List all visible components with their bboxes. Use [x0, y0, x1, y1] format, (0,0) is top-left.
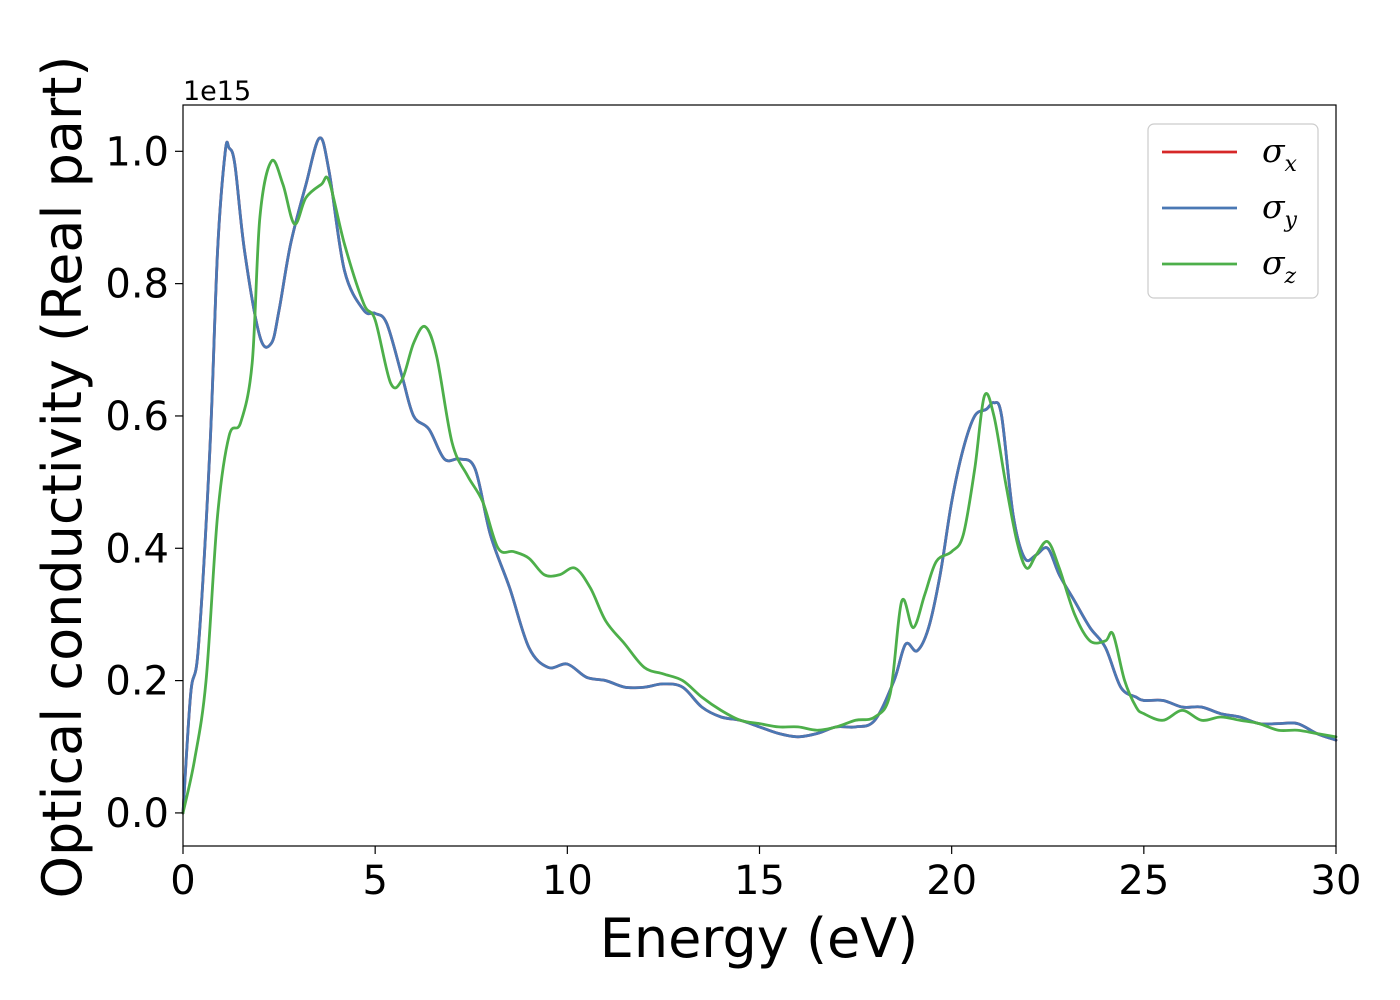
y-tick-label: 0.8	[105, 262, 169, 308]
y-tick-label: 0.0	[105, 791, 169, 837]
y-offset-label: 1e15	[183, 76, 251, 107]
x-axis-label: Energy (eV)	[600, 907, 919, 970]
series-layer	[181, 136, 1338, 815]
y-axis: 0.0 0.2 0.4 0.6 0.8 1.0	[105, 129, 183, 837]
x-tick-label: 30	[1311, 858, 1362, 904]
x-tick-label: 5	[362, 858, 387, 904]
y-tick-label: 0.6	[105, 394, 169, 440]
series-line-y	[181, 136, 1338, 815]
y-tick-label: 0.4	[105, 526, 169, 572]
y-tick-label: 0.2	[105, 659, 169, 705]
series-line-z	[181, 158, 1338, 815]
y-axis-label: Optical conductivity (Real part)	[31, 56, 94, 899]
y-tick-label: 1.0	[105, 129, 169, 175]
x-tick-label: 25	[1118, 858, 1169, 904]
x-tick-label: 10	[542, 858, 593, 904]
x-tick-label: 20	[926, 858, 977, 904]
x-tick-label: 0	[170, 858, 195, 904]
x-axis: 0 5 10 15 20 25 30	[170, 846, 1361, 904]
x-tick-label: 15	[734, 858, 785, 904]
legend-box	[1147, 123, 1319, 299]
